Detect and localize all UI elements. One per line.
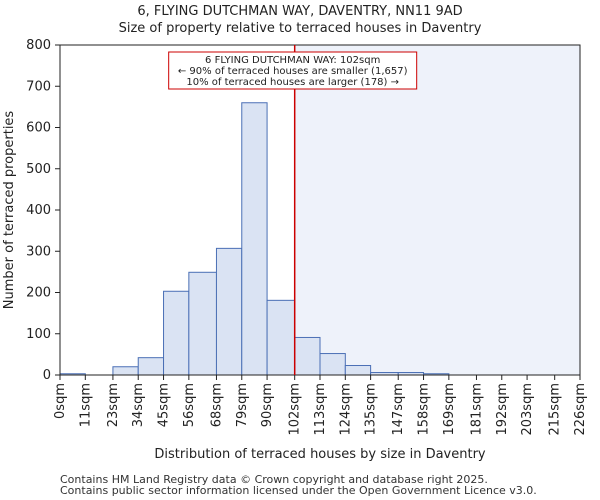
- histogram-bar: [137, 357, 165, 376]
- x-tick-label: 113sqm: [313, 383, 328, 436]
- annotation-box: [168, 51, 418, 90]
- x-tick-label: 215sqm: [548, 383, 563, 436]
- y-tick-label: 500: [26, 162, 51, 177]
- histogram-bar: [319, 353, 346, 376]
- histogram-bar: [266, 299, 296, 376]
- y-tick-label: 400: [26, 203, 51, 218]
- x-tick-label: 34sqm: [131, 383, 146, 427]
- y-tick-label: 300: [26, 244, 51, 259]
- annotation-line: ← 90% of terraced houses are smaller (1,…: [178, 66, 408, 77]
- x-tick-label: 192sqm: [495, 383, 510, 436]
- histogram-bar: [188, 271, 217, 376]
- y-tick-label: 200: [26, 286, 51, 301]
- x-tick-label: 102sqm: [288, 383, 303, 436]
- x-tick-label: 79sqm: [235, 383, 250, 427]
- x-tick-label: 158sqm: [417, 383, 432, 436]
- x-tick-label: 45sqm: [157, 383, 172, 427]
- x-tick-label: 124sqm: [338, 383, 353, 436]
- histogram-bar: [163, 290, 190, 376]
- x-tick-label: 56sqm: [182, 383, 197, 427]
- highlight-region: [294, 45, 580, 375]
- y-tick-label: 700: [26, 79, 51, 94]
- x-tick-label: 203sqm: [520, 383, 535, 436]
- x-axis-label: Distribution of terraced houses by size …: [154, 447, 486, 462]
- histogram-bar: [112, 366, 139, 376]
- x-tick-label: 226sqm: [573, 383, 588, 436]
- x-tick-label: 23sqm: [106, 383, 121, 427]
- x-tick-label: 169sqm: [442, 383, 457, 436]
- x-tick-label: 181sqm: [469, 383, 484, 436]
- annotation-line: 6 FLYING DUTCHMAN WAY: 102sqm: [205, 55, 380, 66]
- histogram-bar: [241, 102, 268, 376]
- x-tick-label: 135sqm: [364, 383, 379, 436]
- chart-subtitle: Size of property relative to terraced ho…: [119, 21, 482, 36]
- x-tick-label: 11sqm: [78, 383, 93, 427]
- plot-area: 0 100 200 300 400 500 600 700 800 0sqm 11sqm 23sqm 3…: [26, 38, 588, 436]
- histogram-bar: [294, 336, 321, 376]
- y-axis-label: Number of terraced properties: [2, 111, 17, 310]
- x-tick-label: 68sqm: [209, 383, 224, 427]
- x-tick-label: 0sqm: [53, 383, 68, 419]
- histogram-bar: [215, 247, 243, 376]
- y-tick-label: 800: [26, 38, 51, 53]
- footer-line-2: Contains public sector information licen…: [60, 484, 537, 497]
- y-tick-label: 100: [26, 327, 51, 342]
- footer-line-1: Contains HM Land Registry data © Crown c…: [60, 473, 488, 486]
- x-tick-label: 147sqm: [391, 383, 406, 436]
- chart-title: 6, FLYING DUTCHMAN WAY, DAVENTRY, NN11 9…: [137, 4, 462, 19]
- y-tick-label: 0: [43, 368, 51, 383]
- x-tick-label: 90sqm: [260, 383, 275, 427]
- histogram-bar: [344, 365, 372, 376]
- annotation-line: 10% of terraced houses are larger (178) …: [186, 77, 399, 88]
- y-tick-label: 600: [26, 121, 51, 136]
